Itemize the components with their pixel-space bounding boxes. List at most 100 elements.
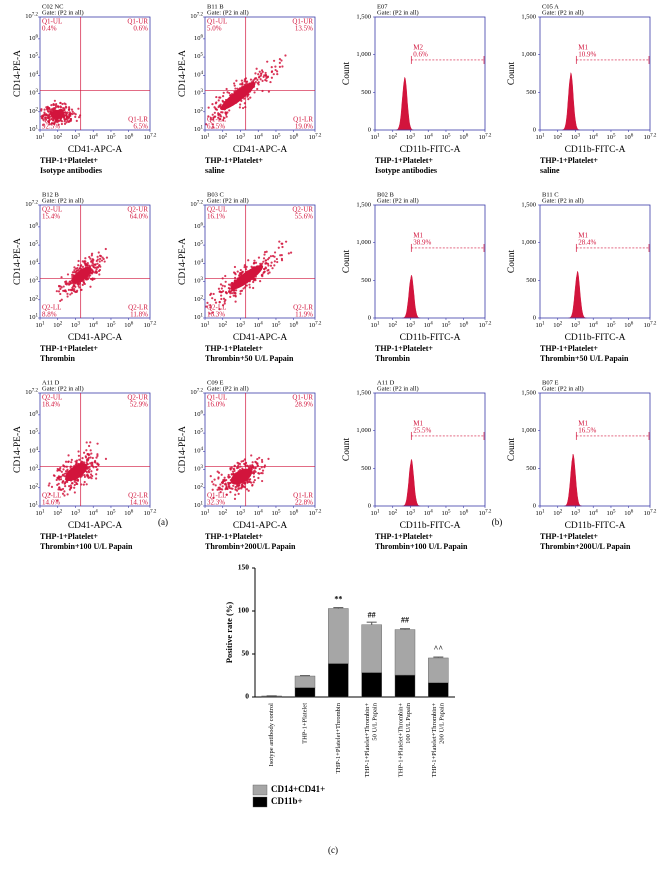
event-dot [78, 458, 81, 461]
event-dot [254, 72, 257, 75]
event-dot [89, 449, 92, 452]
tick-exponent: 7.2 [150, 134, 157, 139]
event-dot [42, 118, 45, 121]
event-dot [73, 287, 76, 291]
event-dot [73, 269, 76, 272]
event-dot [234, 87, 237, 90]
tick-label: 101 [29, 126, 39, 134]
tick-label: 104 [194, 259, 204, 267]
event-dot [70, 482, 74, 485]
tick-exponent: 7.2 [197, 201, 204, 206]
y-tick-label: 0 [533, 126, 536, 133]
event-dot [217, 287, 221, 290]
event-dot [227, 476, 230, 479]
tick-exponent: 4 [430, 322, 433, 327]
event-dot [86, 452, 89, 456]
tick-exponent: 4 [430, 510, 433, 515]
y-axis-label: Count [507, 62, 517, 86]
tick-exponent: 1 [377, 134, 380, 139]
tick-base: 10 [371, 134, 378, 141]
event-dot [257, 256, 261, 259]
event-dot [281, 65, 284, 68]
tick-exponent: 6 [631, 322, 634, 327]
tick-label: 105 [194, 53, 204, 61]
event-dot [67, 108, 71, 111]
tick-exponent: 7.2 [150, 510, 157, 515]
tick-label: 103 [236, 510, 246, 518]
tick-label: 102 [194, 483, 204, 491]
event-dot [70, 292, 73, 295]
event-dot [267, 264, 270, 267]
event-dot [223, 116, 226, 120]
tick-base: 10 [89, 510, 96, 517]
event-dot [83, 474, 86, 477]
tick-label: 101 [536, 134, 546, 142]
quadrant-name: Q1-LL [42, 116, 61, 124]
tick-base: 10 [29, 242, 36, 249]
tick-exponent: 1 [542, 134, 545, 139]
tick-base: 10 [194, 411, 201, 418]
tick-base: 10 [271, 134, 278, 141]
quadrant-value: 6.5% [133, 123, 148, 131]
event-dot [219, 114, 222, 117]
event-dot [221, 284, 224, 287]
event-dot [89, 285, 92, 288]
y-tick-label: 1,000 [521, 427, 536, 434]
event-dot [263, 267, 266, 271]
tick-label: 104 [424, 322, 434, 330]
event-dot [217, 116, 220, 119]
event-dot [218, 301, 221, 304]
event-dot [249, 78, 253, 81]
error-bar [433, 656, 444, 658]
tick-label: 101 [194, 502, 204, 510]
tick-base: 10 [624, 134, 631, 141]
event-dot [98, 257, 102, 261]
event-dot [226, 487, 229, 490]
event-dot [63, 108, 66, 111]
tick-label: 102 [29, 295, 39, 303]
tick-base: 10 [479, 510, 486, 517]
tick-base: 10 [218, 322, 225, 329]
tick-label: 102 [218, 322, 228, 330]
tick-label: 103 [29, 277, 39, 285]
event-dot [253, 259, 256, 262]
event-dot [218, 488, 221, 491]
event-dot [239, 103, 242, 106]
event-dot [238, 274, 241, 277]
quadrant-value: 16.0% [207, 401, 225, 409]
event-dot [284, 240, 288, 243]
event-dot [243, 486, 246, 489]
tick-exponent: 4 [595, 322, 598, 327]
event-dot [259, 280, 262, 283]
tick-label: 104 [29, 447, 39, 455]
event-dot [86, 466, 90, 470]
event-dot [233, 265, 237, 269]
event-dot [253, 261, 256, 265]
event-dot [232, 484, 235, 487]
event-dot [271, 267, 274, 270]
tick-exponent: 2 [36, 483, 39, 488]
quadrant-name: Q2-LR [128, 304, 148, 312]
event-dot [81, 260, 84, 263]
tick-base: 10 [53, 322, 60, 329]
marker-value: 38.9% [413, 239, 431, 247]
event-dot [67, 106, 71, 109]
event-dot [262, 260, 265, 263]
tick-base: 10 [606, 322, 613, 329]
event-dot [224, 111, 227, 114]
tick-exponent: 3 [77, 510, 80, 515]
tick-label: 102 [29, 107, 39, 115]
tick-base: 10 [29, 411, 36, 418]
tick-exponent: 3 [412, 322, 415, 327]
tick-base: 10 [25, 389, 32, 396]
tick-exponent: 7.2 [485, 134, 492, 139]
tick-label: 101 [29, 314, 39, 322]
y-axis-label: Count [342, 250, 352, 274]
tick-base: 10 [29, 278, 36, 285]
tick-base: 10 [406, 134, 413, 141]
event-dot [96, 468, 99, 471]
caption: Thrombin+200U/L Papain [205, 542, 296, 551]
tick-exponent: 3 [201, 277, 204, 282]
y-tick-label: 1,000 [356, 239, 371, 246]
tick-label: 104 [589, 134, 599, 142]
